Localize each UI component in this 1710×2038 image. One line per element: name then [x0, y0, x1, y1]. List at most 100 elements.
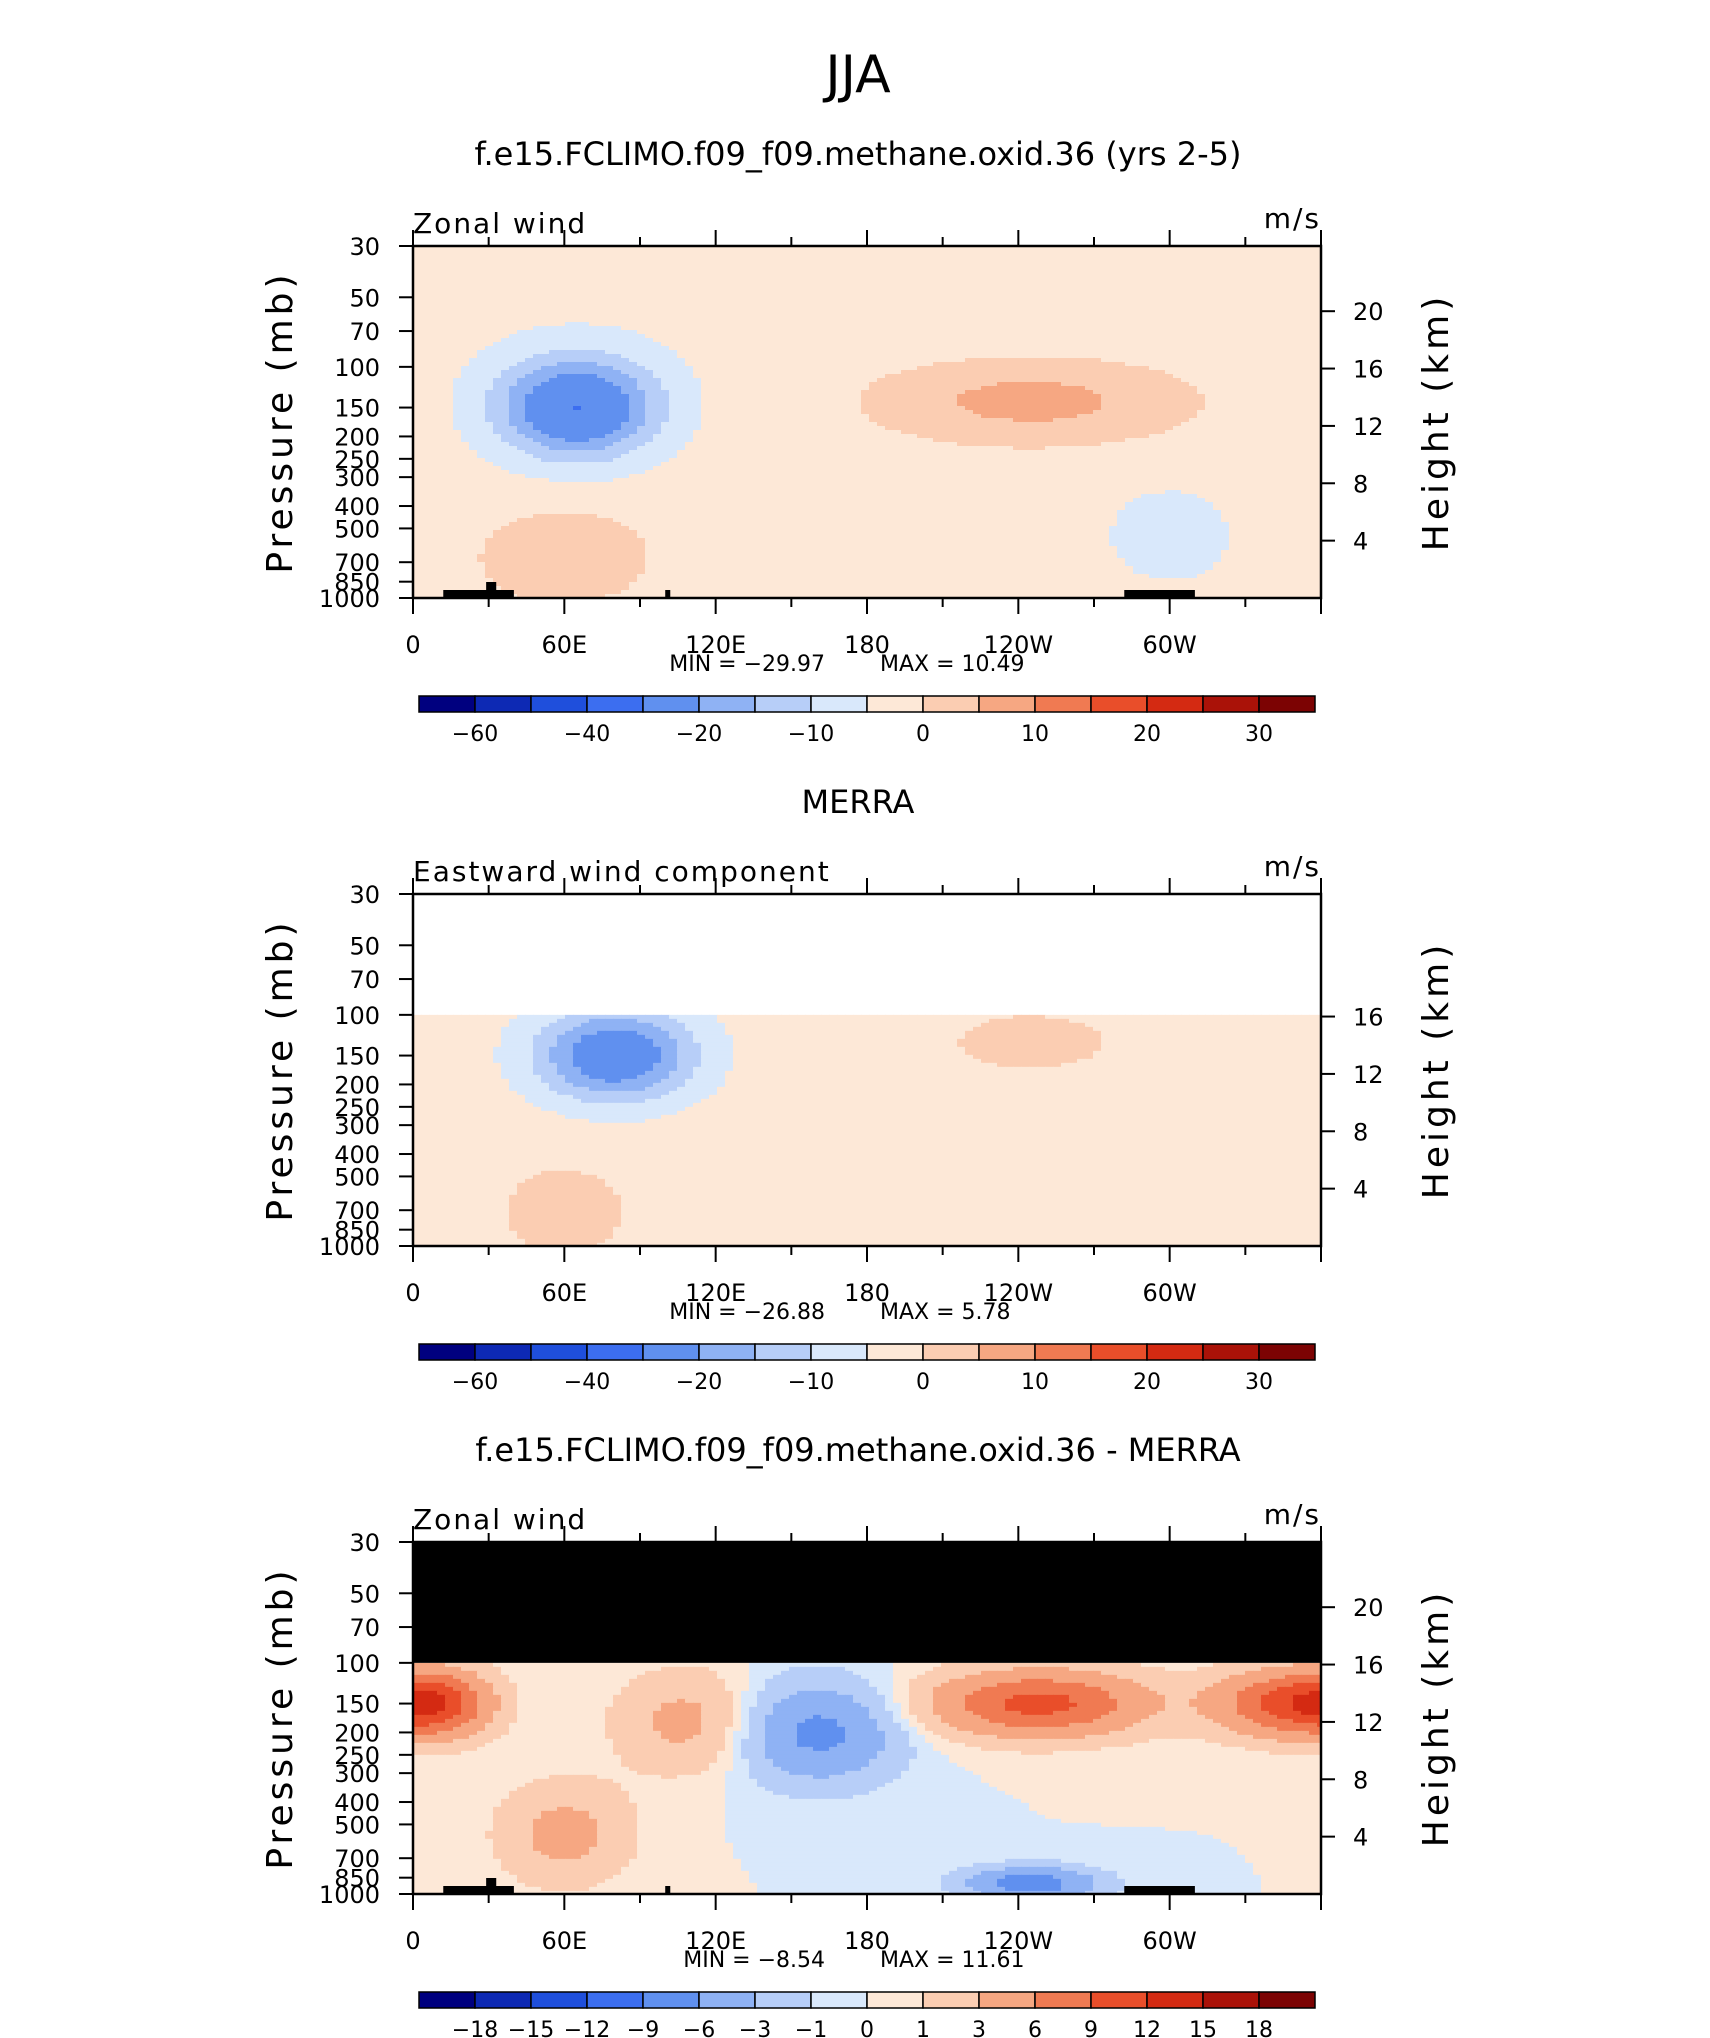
- heatmap-cell: [693, 410, 702, 415]
- heatmap-cell: [501, 394, 510, 399]
- heatmap-cell: [445, 386, 454, 391]
- heatmap-cell: [597, 386, 606, 391]
- heatmap-cell: [1109, 314, 1118, 319]
- heatmap-cell: [533, 346, 542, 351]
- heatmap-cell: [853, 326, 862, 331]
- heatmap-cell: [1293, 342, 1302, 347]
- heatmap-cell: [693, 294, 702, 299]
- heatmap-cell: [685, 418, 694, 423]
- heatmap-cell: [517, 382, 526, 387]
- heatmap-cell: [1149, 354, 1158, 359]
- heatmap-cell: [1229, 350, 1238, 355]
- heatmap-cell: [1101, 350, 1110, 355]
- heatmap-cell: [677, 274, 686, 279]
- heatmap-cell: [565, 390, 574, 395]
- heatmap-cell: [477, 286, 486, 291]
- heatmap-cell: [1069, 250, 1078, 255]
- heatmap-cell: [485, 286, 494, 291]
- heatmap-cell: [437, 406, 446, 411]
- heatmap-cell: [661, 310, 670, 315]
- heatmap-cell: [1117, 322, 1126, 327]
- heatmap-cell: [1013, 306, 1022, 311]
- heatmap-cell: [933, 318, 942, 323]
- heatmap-cell: [533, 298, 542, 303]
- heatmap-cell: [1109, 286, 1118, 291]
- heatmap-cell: [1149, 322, 1158, 327]
- heatmap-cell: [701, 274, 710, 279]
- heatmap-cell: [861, 394, 870, 399]
- heatmap-cell: [533, 386, 542, 391]
- heatmap-cell: [1069, 406, 1078, 411]
- heatmap-cell: [629, 350, 638, 355]
- heatmap-cell: [1013, 282, 1022, 287]
- heatmap-cell: [1069, 334, 1078, 339]
- heatmap-cell: [1261, 278, 1270, 283]
- heatmap-cell: [1261, 366, 1270, 371]
- heatmap-cell: [1237, 322, 1246, 327]
- heatmap-cell: [749, 286, 758, 291]
- heatmap-cell: [1245, 338, 1254, 343]
- heatmap-cell: [1053, 330, 1062, 335]
- heatmap-cell: [477, 362, 486, 367]
- heatmap-cell: [557, 322, 566, 327]
- heatmap-cell: [1245, 366, 1254, 371]
- heatmap-cell: [949, 322, 958, 327]
- heatmap-cell: [581, 266, 590, 271]
- heatmap-cell: [565, 346, 574, 351]
- heatmap-cell: [1309, 394, 1318, 399]
- heatmap-cell: [1269, 302, 1278, 307]
- heatmap-cell: [661, 402, 670, 407]
- heatmap-cell: [1285, 334, 1294, 339]
- heatmap-cell: [877, 298, 886, 303]
- heatmap-cell: [1189, 342, 1198, 347]
- heatmap-cell: [821, 338, 830, 343]
- heatmap-cell: [1301, 374, 1310, 379]
- heatmap-cell: [1053, 318, 1062, 323]
- heatmap-cell: [1045, 354, 1054, 359]
- heatmap-cell: [837, 414, 846, 419]
- heatmap-cell: [789, 330, 798, 335]
- heatmap-cell: [805, 362, 814, 367]
- heatmap-cell: [893, 350, 902, 355]
- heatmap-cell: [1285, 406, 1294, 411]
- heatmap-cell: [989, 350, 998, 355]
- heatmap-cell: [1021, 270, 1030, 275]
- heatmap-cell: [781, 302, 790, 307]
- heatmap-cell: [637, 410, 646, 415]
- heatmap-cell: [709, 266, 718, 271]
- heatmap-cell: [765, 262, 774, 267]
- heatmap-cell: [1229, 346, 1238, 351]
- heatmap-cell: [853, 374, 862, 379]
- heatmap-cell: [1109, 294, 1118, 299]
- heatmap-cell: [509, 278, 518, 283]
- heatmap-cell: [1117, 274, 1126, 279]
- heatmap-cell: [1101, 410, 1110, 415]
- heatmap-cell: [741, 342, 750, 347]
- heatmap-cell: [1133, 278, 1142, 283]
- heatmap-cell: [509, 382, 518, 387]
- heatmap-cell: [1237, 278, 1246, 283]
- heatmap-cell: [621, 290, 630, 295]
- heatmap-cell: [653, 294, 662, 299]
- heatmap-cell: [725, 306, 734, 311]
- heatmap-cell: [645, 262, 654, 267]
- heatmap-cell: [453, 302, 462, 307]
- heatmap-cell: [597, 310, 606, 315]
- heatmap-cell: [1285, 358, 1294, 363]
- heatmap-cell: [445, 374, 454, 379]
- heatmap-cell: [821, 318, 830, 323]
- heatmap-cell: [1229, 326, 1238, 331]
- heatmap-cell: [1061, 414, 1070, 419]
- heatmap-cell: [621, 278, 630, 283]
- heatmap-cell: [709, 298, 718, 303]
- heatmap-cell: [1277, 294, 1286, 299]
- heatmap-cell: [925, 298, 934, 303]
- heatmap-cell: [461, 250, 470, 255]
- heatmap-cell: [621, 282, 630, 287]
- heatmap-cell: [1045, 322, 1054, 327]
- heatmap-cell: [805, 298, 814, 303]
- heatmap-cell: [1285, 282, 1294, 287]
- heatmap-cell: [757, 286, 766, 291]
- heatmap-cell: [925, 386, 934, 391]
- heatmap-cell: [1109, 354, 1118, 359]
